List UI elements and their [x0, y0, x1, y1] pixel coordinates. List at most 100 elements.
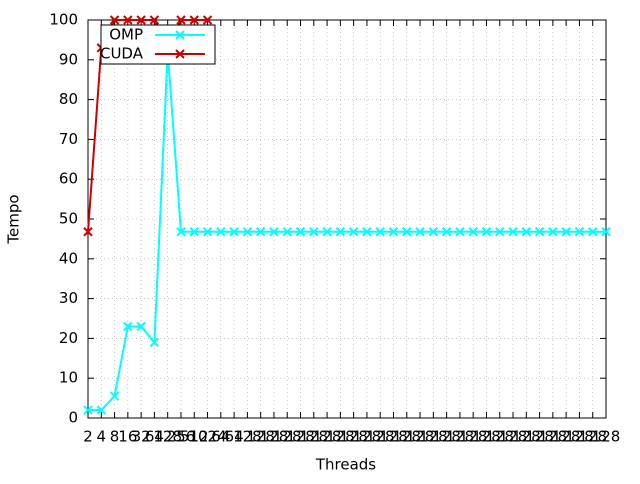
- data-point-shape: [202, 15, 213, 25]
- x-tick-label: 128: [273, 428, 302, 446]
- x-tick-label: 128: [539, 428, 568, 446]
- data-point: [309, 227, 319, 237]
- data-point-shape: [176, 15, 186, 25]
- x-tick-label: 128: [446, 428, 475, 446]
- data-point-shape: [495, 227, 505, 237]
- data-point: [375, 227, 385, 237]
- data-point-shape: [123, 15, 133, 25]
- data-point: [295, 227, 306, 237]
- x-tick-label: 16: [118, 428, 137, 446]
- data-point: [176, 227, 186, 237]
- y-tick-label: 50: [59, 210, 78, 228]
- x-tick-label: 4: [97, 428, 107, 446]
- data-point-shape: [441, 227, 452, 237]
- data-point: [548, 227, 558, 237]
- data-point: [455, 227, 465, 237]
- data-point-shape: [428, 227, 439, 237]
- data-point: [123, 15, 133, 25]
- data-point-shape: [269, 227, 279, 237]
- data-point: [83, 405, 93, 415]
- x-tick-label: 128: [233, 428, 262, 446]
- data-point: [402, 227, 412, 237]
- data-point: [495, 227, 505, 237]
- data-point-shape: [282, 227, 292, 237]
- x-tick-label: 128: [326, 428, 355, 446]
- data-point-shape: [481, 227, 492, 237]
- data-point: [83, 227, 93, 237]
- data-point-shape: [548, 227, 558, 237]
- data-point-shape: [136, 15, 146, 25]
- data-point-shape: [295, 227, 306, 237]
- x-tick-label: 128: [353, 428, 382, 446]
- x-tick-label: 512: [180, 428, 209, 446]
- y-tick-label: 80: [59, 90, 78, 108]
- y-tick-label: 90: [59, 50, 78, 68]
- data-point: [348, 227, 359, 237]
- data-point-shape: [149, 15, 160, 25]
- x-tick-label: 128: [313, 428, 342, 446]
- data-point: [534, 227, 545, 237]
- x-tick-label: 128: [153, 428, 182, 446]
- legend-marker: [175, 30, 185, 40]
- data-point-shape: [415, 227, 425, 237]
- x-tick-label: 128: [339, 428, 368, 446]
- data-point-shape: [574, 227, 585, 237]
- data-point: [202, 15, 213, 25]
- data-point: [242, 227, 253, 237]
- data-point-shape: [521, 227, 532, 237]
- y-tick-label: 0: [68, 409, 78, 427]
- x-tick-label: 128: [406, 428, 435, 446]
- x-tick-label: 64: [225, 428, 244, 446]
- series-line: [88, 51, 606, 412]
- x-tick-label: 64: [145, 428, 164, 446]
- data-point: [574, 227, 585, 237]
- x-tick-label: 128: [379, 428, 408, 446]
- x-axis-label: Threads: [315, 456, 376, 474]
- y-tick-label: 40: [59, 249, 78, 267]
- data-point: [428, 227, 439, 237]
- x-tick-label: 128: [578, 428, 607, 446]
- data-point: [109, 15, 120, 25]
- data-point-shape: [468, 227, 478, 237]
- data-point-shape: [388, 227, 399, 237]
- y-tick-label: 20: [59, 329, 78, 347]
- data-point-shape: [508, 227, 518, 237]
- data-point-shape: [455, 227, 465, 237]
- x-tick-label: 2: [83, 428, 93, 446]
- data-point-shape: [534, 227, 545, 237]
- data-point-shape: [189, 15, 199, 25]
- data-point: [282, 227, 292, 237]
- data-point-shape: [402, 227, 412, 237]
- x-tick-label: 128: [472, 428, 501, 446]
- x-tick-label: 64: [211, 428, 230, 446]
- x-tick-label: 8: [110, 428, 120, 446]
- data-point-shape: [601, 227, 611, 237]
- data-point-shape: [335, 227, 346, 237]
- data-point-shape: [109, 391, 120, 401]
- data-point-shape: [322, 227, 332, 237]
- y-tick-label: 10: [59, 369, 78, 387]
- data-point-shape: [561, 227, 571, 237]
- data-point-shape: [136, 321, 146, 332]
- data-point: [216, 227, 226, 237]
- data-point: [561, 227, 571, 237]
- x-tick-label: 128: [552, 428, 581, 446]
- data-point-shape: [229, 227, 239, 237]
- legend-marker: [175, 49, 185, 59]
- data-point: [322, 227, 332, 237]
- data-point: [202, 227, 213, 237]
- data-point: [176, 15, 186, 25]
- data-point-shape: [216, 227, 226, 237]
- data-point: [149, 15, 160, 25]
- x-tick-label: 128: [299, 428, 328, 446]
- data-point-shape: [109, 15, 120, 25]
- data-point: [588, 227, 598, 237]
- data-point-shape: [375, 227, 385, 237]
- data-point: [189, 15, 199, 25]
- y-tick-label: 100: [49, 11, 78, 29]
- x-tick-label: 128: [512, 428, 541, 446]
- data-point: [255, 227, 266, 237]
- data-point: [508, 227, 518, 237]
- data-point: [149, 337, 160, 348]
- y-axis-label: Tempo: [5, 194, 23, 244]
